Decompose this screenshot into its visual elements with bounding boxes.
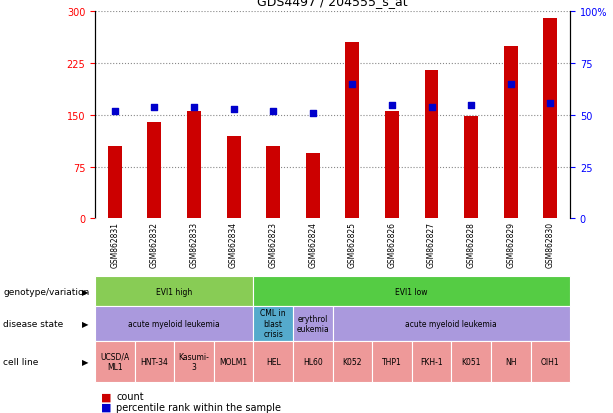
Text: EVI1 low: EVI1 low: [395, 287, 428, 296]
Bar: [227, 136, 240, 219]
Text: EVI1 high: EVI1 high: [156, 287, 192, 296]
Text: GSM862828: GSM862828: [466, 222, 476, 268]
Point: [229, 106, 238, 113]
Text: ▶: ▶: [82, 319, 89, 328]
Text: GSM862829: GSM862829: [506, 222, 515, 268]
Text: GSM862832: GSM862832: [150, 222, 159, 268]
Text: ▶: ▶: [82, 357, 89, 366]
Text: erythrol
eukemia: erythrol eukemia: [296, 314, 329, 333]
Text: K051: K051: [462, 357, 481, 366]
Text: GSM862824: GSM862824: [308, 222, 318, 268]
Point: [268, 108, 278, 115]
Text: acute myeloid leukemia: acute myeloid leukemia: [405, 319, 497, 328]
Point: [387, 102, 397, 109]
Text: HNT-34: HNT-34: [140, 357, 169, 366]
Text: NH: NH: [505, 357, 517, 366]
Text: GSM862834: GSM862834: [229, 222, 238, 268]
Title: GDS4497 / 204555_s_at: GDS4497 / 204555_s_at: [257, 0, 408, 8]
Text: GSM862831: GSM862831: [110, 222, 120, 268]
Text: GSM862826: GSM862826: [387, 222, 397, 268]
Text: ■: ■: [101, 402, 112, 412]
Point: [506, 81, 516, 88]
Text: Kasumi-
3: Kasumi- 3: [178, 352, 210, 371]
Bar: [385, 112, 399, 219]
Text: UCSD/A
ML1: UCSD/A ML1: [100, 352, 129, 371]
Text: ▶: ▶: [82, 287, 89, 296]
Point: [150, 104, 159, 111]
Bar: [425, 71, 438, 219]
Text: CML in
blast
crisis: CML in blast crisis: [261, 309, 286, 338]
Text: disease state: disease state: [3, 319, 63, 328]
Point: [189, 104, 199, 111]
Text: GSM862833: GSM862833: [189, 222, 199, 268]
Text: FKH-1: FKH-1: [421, 357, 443, 366]
Text: GSM862825: GSM862825: [348, 222, 357, 268]
Bar: [148, 123, 161, 219]
Point: [427, 104, 436, 111]
Text: GSM862830: GSM862830: [546, 222, 555, 268]
Text: GSM862823: GSM862823: [268, 222, 278, 268]
Text: HL60: HL60: [303, 357, 322, 366]
Text: HEL: HEL: [266, 357, 281, 366]
Text: GSM862827: GSM862827: [427, 222, 436, 268]
Text: MOLM1: MOLM1: [219, 357, 248, 366]
Text: acute myeloid leukemia: acute myeloid leukemia: [128, 319, 220, 328]
Text: cell line: cell line: [3, 357, 39, 366]
Bar: [306, 154, 320, 219]
Point: [466, 102, 476, 109]
Bar: [543, 19, 557, 219]
Bar: [345, 43, 359, 219]
Text: THP1: THP1: [382, 357, 402, 366]
Bar: [108, 147, 122, 219]
Bar: [504, 47, 517, 219]
Point: [348, 81, 357, 88]
Bar: [187, 112, 201, 219]
Bar: [464, 117, 478, 219]
Point: [546, 100, 555, 107]
Text: OIH1: OIH1: [541, 357, 560, 366]
Text: percentile rank within the sample: percentile rank within the sample: [116, 402, 281, 412]
Point: [308, 110, 318, 117]
Point: [110, 108, 120, 115]
Text: genotype/variation: genotype/variation: [3, 287, 89, 296]
Text: count: count: [116, 392, 144, 401]
Text: K052: K052: [343, 357, 362, 366]
Bar: [266, 147, 280, 219]
Text: ■: ■: [101, 392, 112, 401]
